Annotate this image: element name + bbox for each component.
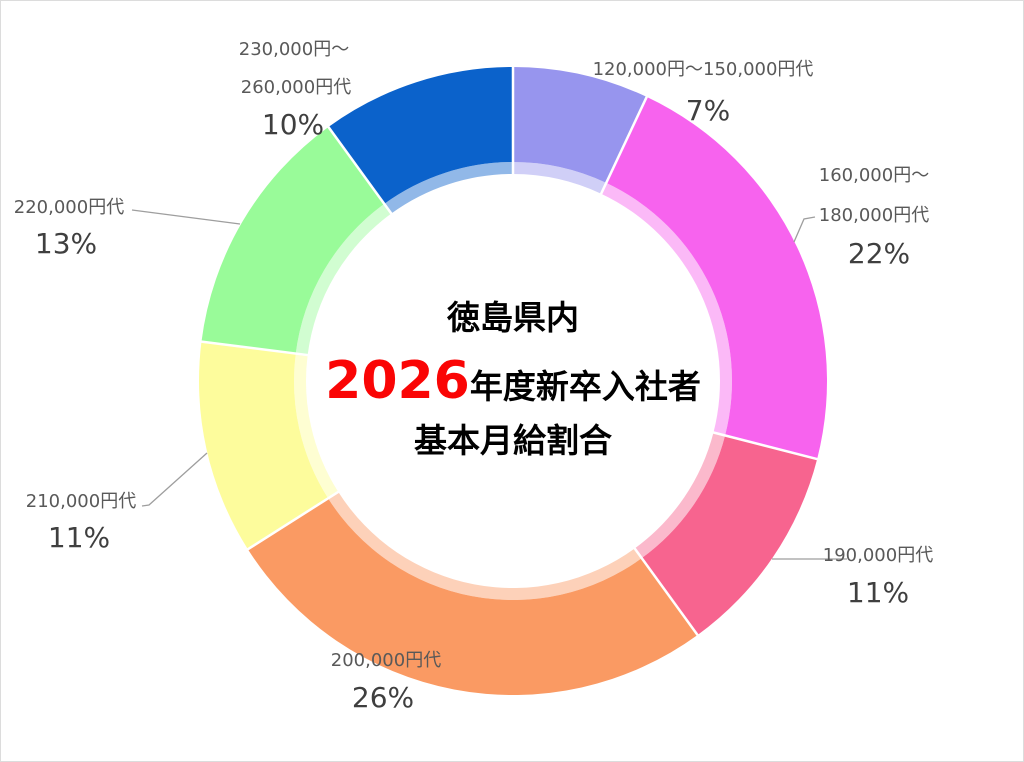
segment-gap — [244, 489, 342, 552]
data-label-190k: 190,000円代 11% — [823, 545, 933, 609]
label-percent: 22% — [848, 237, 910, 270]
donut-segment-4 — [199, 341, 329, 550]
leader-line-220k — [131, 209, 241, 225]
label-percent: 13% — [35, 227, 97, 260]
donut-segment-5-inner-glow — [295, 203, 392, 356]
data-label-160-180k: 160,000円～ 180,000円代 22% — [819, 165, 929, 270]
leader-line-160-180k — [793, 216, 816, 243]
title-line-year: 2026年度新卒入社者 — [325, 355, 701, 407]
label-text: 230,000円～ — [239, 39, 349, 60]
label-text: 220,000円代 — [14, 197, 124, 218]
title-line-region: 徳島県内 — [446, 298, 579, 337]
donut-segment-0 — [513, 67, 647, 183]
label-percent: 11% — [847, 576, 909, 609]
donut-segment-6-inner-glow — [384, 162, 513, 214]
label-percent: 11% — [48, 521, 110, 554]
label-text: 180,000円代 — [819, 205, 929, 226]
label-text: 260,000円代 — [241, 77, 351, 98]
title-year: 2026 — [325, 351, 470, 411]
data-label-220k: 220,000円代 13% — [14, 197, 124, 260]
chart-center-title: 徳島県内 2026年度新卒入社者 基本月給割合 — [325, 301, 701, 457]
segment-gap — [598, 93, 650, 197]
donut-segment-1 — [606, 96, 828, 460]
donut-segment-2-inner-glow — [634, 432, 726, 559]
donut-segment-1-inner-glow — [601, 182, 732, 436]
donut-segment-2 — [641, 435, 818, 636]
segment-gap — [710, 430, 821, 462]
leader-line-210k — [141, 452, 208, 507]
donut-segment-4-inner-glow — [293, 353, 339, 499]
donut-segment-0-inner-glow — [513, 162, 607, 194]
donut-segments — [198, 64, 828, 695]
label-text: 120,000円～150,000円代 — [593, 59, 814, 80]
data-label-210k: 210,000円代 11% — [26, 491, 136, 554]
data-label-230-260k: 230,000円～ 260,000円代 10% — [239, 39, 351, 141]
donut-segment-6 — [328, 67, 513, 204]
label-percent: 7% — [686, 94, 730, 127]
data-label-200k: 200,000円代 26% — [331, 650, 441, 714]
label-text: 200,000円代 — [331, 650, 441, 671]
donut-segment-5 — [201, 126, 385, 354]
label-percent: 26% — [352, 681, 414, 714]
segment-gap — [198, 340, 311, 357]
segment-gap — [631, 545, 701, 639]
label-text: 160,000円～ — [819, 165, 929, 186]
title-year-suffix: 年度新卒入社者 — [469, 367, 701, 406]
donut-segment-3 — [247, 498, 698, 695]
segment-gap — [325, 123, 395, 217]
label-percent: 10% — [262, 108, 324, 141]
label-text: 190,000円代 — [823, 545, 933, 566]
leader-lines — [131, 209, 847, 560]
data-label-120-150k: 120,000円～150,000円代 7% — [593, 59, 814, 127]
title-line-subject: 基本月給割合 — [413, 421, 612, 460]
label-text: 210,000円代 — [26, 491, 136, 512]
